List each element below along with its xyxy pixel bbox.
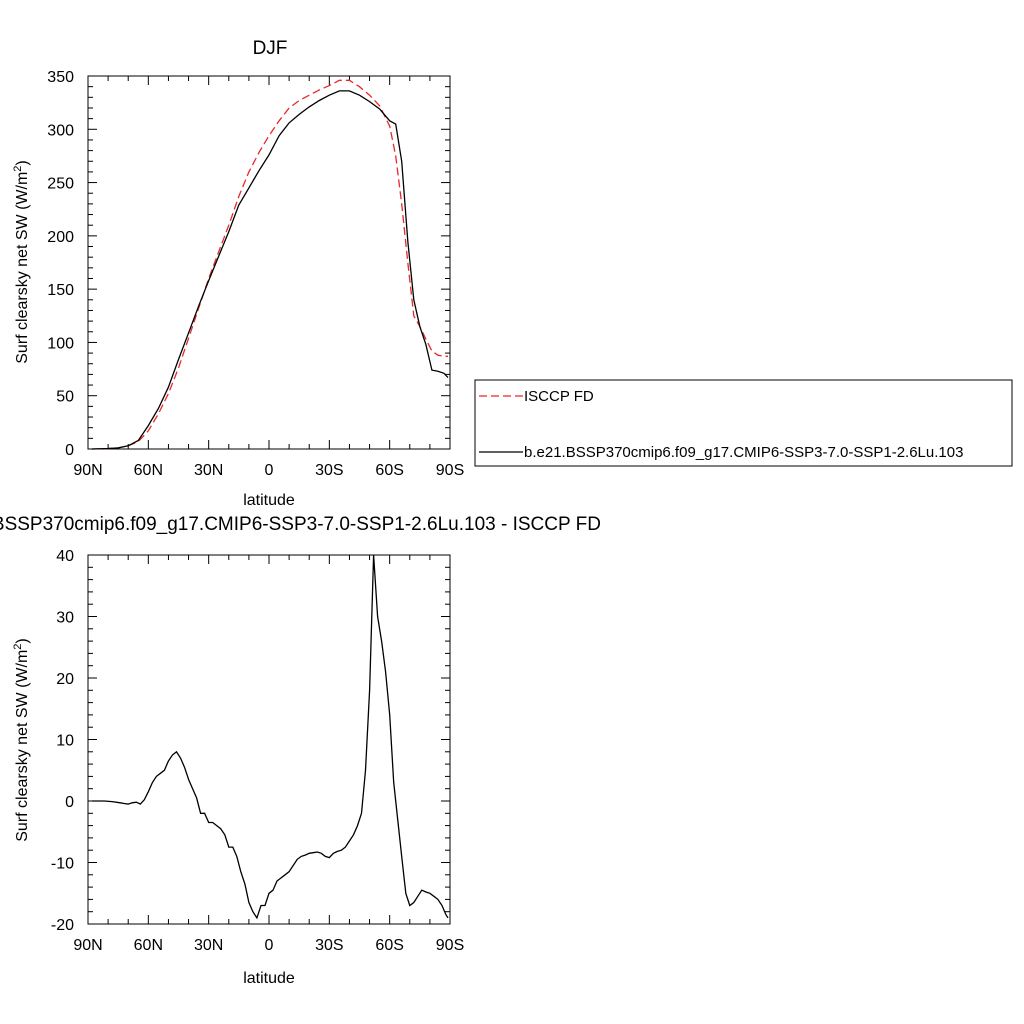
- panel-bottom-y-tick-label: -20: [51, 917, 74, 934]
- panel-bottom-y-tick-label: -10: [51, 856, 74, 873]
- panel-top-x-tick-label: 90N: [73, 462, 102, 479]
- panel-top-y-tick-label: 250: [47, 176, 74, 193]
- panel-bottom-ticks: 90N 60N 30N 0 30S 60S 90S -20 -10 0 10 20 30 40: [51, 548, 464, 954]
- legend-label-isccp: ISCCP FD: [524, 388, 594, 405]
- panel-top-x-tick-label: 30S: [315, 462, 343, 479]
- panel-bottom-y-tick-label: 30: [56, 610, 74, 627]
- panel-bottom-title: b.e21.BSSP370cmip6.f09_g17.CMIP6-SSP3-7.…: [0, 514, 601, 535]
- legend-box: [474, 379, 1013, 467]
- panel-top-x-tick-label: 30N: [194, 462, 223, 479]
- panel-top-x-tick-label: 90S: [436, 462, 464, 479]
- legend-label-model: b.e21.BSSP370cmip6.f09_g17.CMIP6-SSP3-7.…: [524, 444, 963, 461]
- panel-bottom-series: [92, 554, 449, 920]
- panel-top: DJF 90N 60N 30N 0 30S 60S 90S 0 50 100 150 200 250 30…: [12, 38, 464, 509]
- panel-bottom-x-tick-label: 60N: [134, 937, 163, 954]
- panel-bottom-y-tick-label: 20: [56, 671, 74, 688]
- panel-bottom-x-axis-label: latitude: [243, 970, 295, 987]
- panel-top-ticks: 90N 60N 30N 0 30S 60S 90S 0 50 100 150 200 250 300 350: [47, 69, 464, 479]
- panel-bottom: b.e21.BSSP370cmip6.f09_g17.CMIP6-SSP3-7.…: [0, 514, 601, 987]
- panel-top-y-tick-label: 200: [47, 229, 74, 246]
- panel-bottom-series-difference-line: [92, 554, 449, 920]
- panel-top-x-tick-label: 0: [265, 462, 274, 479]
- panel-top-x-tick-label: 60N: [134, 462, 163, 479]
- panel-top-y-tick-label: 0: [65, 442, 74, 459]
- panel-top-y-tick-label: 150: [47, 282, 74, 299]
- legend: ISCCP FD b.e21.BSSP370cmip6.f09_g17.CMIP…: [474, 379, 1013, 467]
- panel-top-title: DJF: [253, 38, 288, 59]
- panel-top-y-tick-label: 350: [47, 69, 74, 86]
- panel-bottom-y-axis-label: Surf clearsky net SW (W/m2): [12, 638, 31, 841]
- panel-top-y-axis-label: Surf clearsky net SW (W/m2): [12, 160, 31, 363]
- panel-bottom-y-tick-label: 40: [56, 548, 74, 565]
- panel-top-series-model-line: [91, 90, 449, 450]
- panel-top-y-tick-label: 50: [56, 389, 74, 406]
- panel-bottom-x-tick-label: 0: [265, 937, 274, 954]
- panel-bottom-x-tick-label: 90N: [73, 937, 102, 954]
- panel-top-x-axis-label: latitude: [243, 492, 295, 509]
- panel-bottom-x-tick-label: 30S: [315, 937, 343, 954]
- panel-bottom-x-tick-label: 60S: [375, 937, 403, 954]
- panel-bottom-x-tick-label: 30N: [194, 937, 223, 954]
- panel-bottom-y-tick-label: 10: [56, 733, 74, 750]
- panel-top-series-isccp-line: [91, 79, 448, 450]
- panel-top-x-tick-label: 60S: [375, 462, 403, 479]
- panel-bottom-x-tick-label: 90S: [436, 937, 464, 954]
- panel-top-series: [91, 79, 449, 450]
- panel-top-y-tick-label: 100: [47, 335, 74, 352]
- panel-top-y-tick-label: 300: [47, 122, 74, 139]
- panel-bottom-y-tick-label: 0: [65, 794, 74, 811]
